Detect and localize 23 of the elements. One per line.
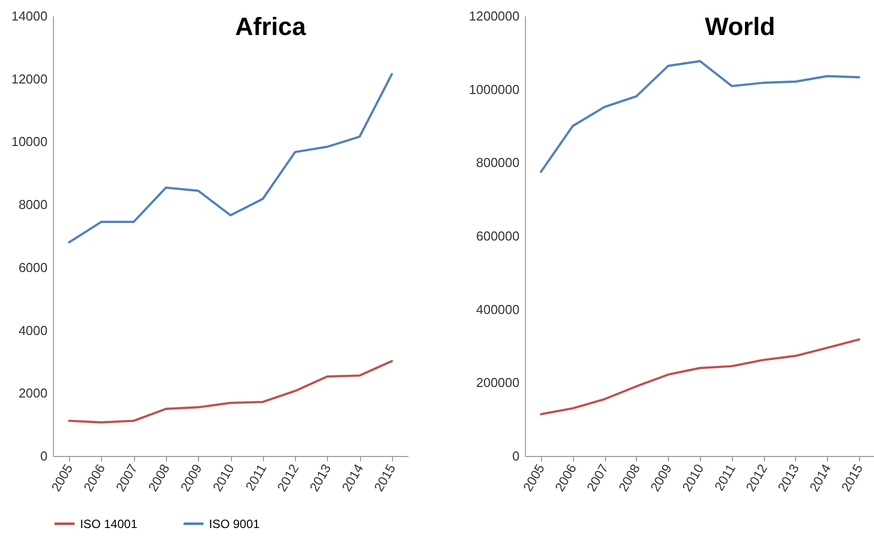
legend-label: ISO 14001: [80, 516, 138, 531]
y-tick-label: 0: [40, 448, 48, 464]
y-tick-label: 400000: [476, 302, 520, 317]
y-tick-label: 1200000: [468, 8, 520, 24]
legend-label: ISO 9001: [209, 516, 260, 531]
y-tick-label: 12000: [11, 71, 48, 86]
y-tick-label: 4000: [18, 322, 48, 338]
chart-title: World: [704, 13, 776, 41]
y-tick-label: 0: [512, 448, 520, 464]
y-tick-label: 8000: [18, 197, 48, 212]
y-tick-label: 14000: [11, 8, 48, 24]
line-series: [540, 60, 860, 173]
line-series: [540, 338, 860, 416]
line-series: [68, 73, 393, 244]
y-tick-label: 10000: [11, 134, 48, 150]
y-tick-label: 800000: [476, 155, 520, 170]
y-tick-label: 600000: [476, 228, 520, 244]
line-series: [68, 360, 393, 424]
y-tick-label: 6000: [18, 260, 48, 275]
y-tick-label: 2000: [18, 386, 48, 401]
chart-title: Africa: [235, 13, 308, 41]
y-tick-label: 1000000: [468, 82, 520, 97]
y-tick-label: 200000: [476, 375, 520, 390]
